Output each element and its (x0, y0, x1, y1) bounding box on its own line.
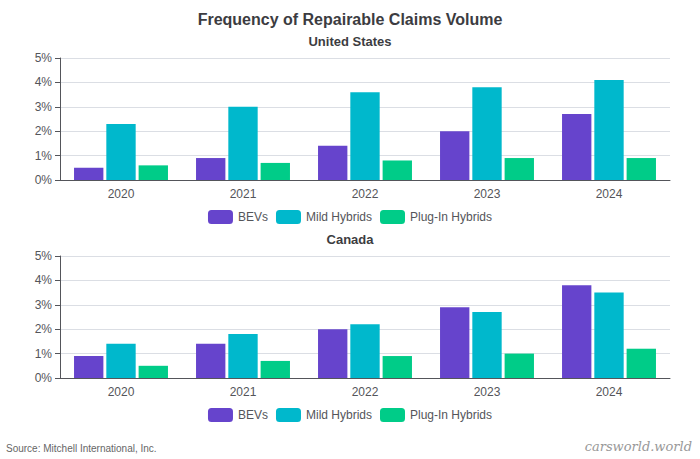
svg-text:2%: 2% (35, 322, 53, 336)
svg-text:5%: 5% (35, 249, 53, 263)
svg-text:Mild Hybrids: Mild Hybrids (306, 210, 372, 224)
svg-text:Canada: Canada (327, 232, 375, 247)
svg-text:BEVs: BEVs (238, 408, 268, 422)
svg-text:2%: 2% (35, 124, 53, 138)
svg-text:2022: 2022 (352, 385, 379, 399)
svg-text:2022: 2022 (352, 187, 379, 201)
svg-text:United States: United States (308, 34, 391, 49)
svg-text:Source: Mitchell International: Source: Mitchell International, Inc. (6, 443, 157, 454)
svg-text:3%: 3% (35, 298, 53, 312)
svg-text:4%: 4% (35, 273, 53, 287)
svg-text:4%: 4% (35, 75, 53, 89)
svg-text:Plug-In Hybrids: Plug-In Hybrids (410, 408, 492, 422)
svg-text:Mild Hybrids: Mild Hybrids (306, 408, 372, 422)
svg-text:2023: 2023 (474, 187, 501, 201)
svg-text:carsworld.world: carsworld.world (585, 439, 692, 454)
svg-text:3%: 3% (35, 100, 53, 114)
svg-text:0%: 0% (35, 371, 53, 385)
svg-text:2020: 2020 (108, 385, 135, 399)
svg-text:5%: 5% (35, 51, 53, 65)
svg-text:2020: 2020 (108, 187, 135, 201)
svg-text:2021: 2021 (230, 385, 257, 399)
svg-text:1%: 1% (35, 347, 53, 361)
svg-text:2024: 2024 (596, 187, 623, 201)
svg-text:0%: 0% (35, 173, 53, 187)
svg-text:1%: 1% (35, 149, 53, 163)
svg-text:2024: 2024 (596, 385, 623, 399)
svg-text:Plug-In Hybrids: Plug-In Hybrids (410, 210, 492, 224)
svg-text:2023: 2023 (474, 385, 501, 399)
svg-text:2021: 2021 (230, 187, 257, 201)
svg-text:BEVs: BEVs (238, 210, 268, 224)
svg-text:Frequency of Repairable Claims: Frequency of Repairable Claims Volume (198, 11, 503, 28)
